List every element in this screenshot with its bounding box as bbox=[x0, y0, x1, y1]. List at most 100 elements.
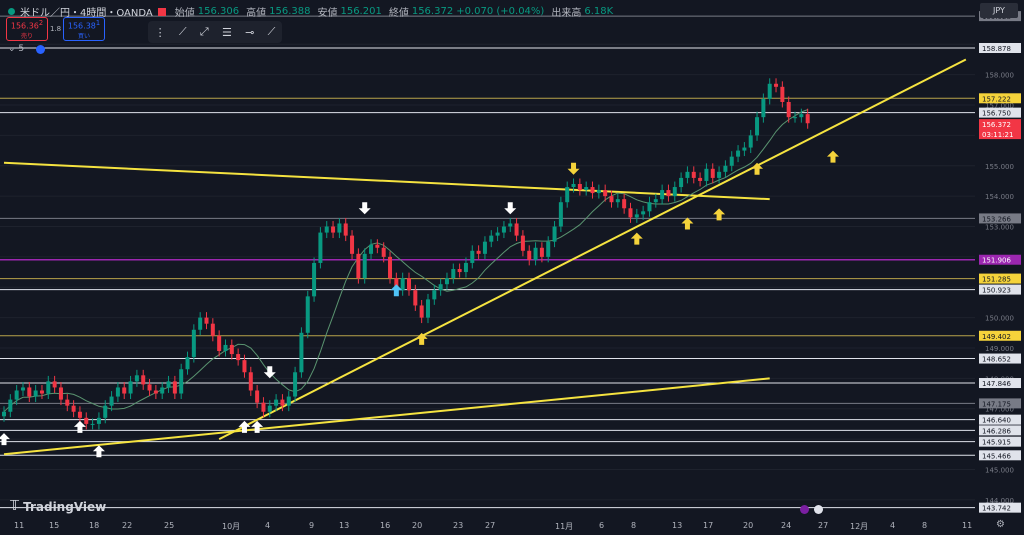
up-arrow-marker bbox=[681, 217, 694, 230]
candle-body bbox=[489, 235, 494, 242]
up-arrow-marker bbox=[92, 445, 105, 458]
level-price-label: 145.915 bbox=[982, 439, 1011, 447]
candles bbox=[2, 78, 810, 430]
level-price-label: 158.878 bbox=[982, 45, 1011, 53]
candle-body bbox=[261, 402, 266, 412]
buy-button[interactable]: 156.381 買い bbox=[63, 17, 105, 41]
up-arrow-marker bbox=[251, 420, 264, 433]
candle-body bbox=[324, 226, 329, 233]
event-flag-icon[interactable] bbox=[800, 505, 809, 514]
candle-body bbox=[362, 253, 367, 279]
time-tick-label: 16 bbox=[380, 521, 391, 530]
symbol-title[interactable]: 米ドル／円・4時間・OANDA bbox=[20, 8, 153, 19]
candle-body bbox=[590, 187, 595, 194]
low-label: 安値 bbox=[317, 8, 338, 19]
candle-body bbox=[717, 171, 722, 178]
candle-body bbox=[312, 262, 317, 297]
time-tick-label: 27 bbox=[485, 521, 496, 530]
candle-body bbox=[20, 387, 25, 391]
trendline bbox=[3, 377, 770, 456]
buy-price-sup: 1 bbox=[95, 19, 101, 27]
level-price-label: 146.286 bbox=[982, 427, 1011, 435]
close-value: 156.372 bbox=[411, 6, 454, 17]
parallel-channel-icon[interactable]: ☰ bbox=[222, 25, 232, 39]
level-price-box bbox=[979, 330, 1021, 341]
level-price-box bbox=[979, 425, 1021, 436]
level-price-box bbox=[979, 284, 1021, 295]
level-price-box bbox=[979, 398, 1021, 409]
down-arrow-marker bbox=[567, 162, 580, 175]
candle-body bbox=[495, 232, 500, 236]
candle-body bbox=[318, 232, 323, 263]
candle-body bbox=[141, 375, 146, 385]
level-price-label: 151.906 bbox=[982, 257, 1011, 265]
indicator-count: 5 bbox=[18, 44, 25, 54]
gear-icon[interactable]: ⚙ bbox=[996, 519, 1005, 530]
candle-body bbox=[255, 390, 260, 403]
level-price-box bbox=[979, 378, 1021, 389]
candle-body bbox=[58, 387, 63, 400]
trendline-tool-icon[interactable]: ⟋ bbox=[178, 25, 187, 38]
current-price-label: 156.372 bbox=[982, 121, 1011, 129]
up-arrow-marker bbox=[0, 433, 10, 446]
country-flag-icon[interactable] bbox=[814, 505, 823, 514]
level-price-box bbox=[979, 213, 1021, 224]
drawing-toolbar: ⋮ ⟋ ⤢ ☰ ⊸ ⟋ bbox=[148, 21, 282, 43]
level-price-box bbox=[979, 414, 1021, 425]
time-tick-label: 10月 bbox=[222, 522, 241, 531]
price-tick-label: 150.000 bbox=[985, 315, 1014, 323]
flag-icon bbox=[157, 7, 166, 16]
horizontal-ray-icon[interactable]: ⊸ bbox=[245, 25, 255, 39]
candle-body bbox=[122, 387, 127, 394]
level-price-label: 150.923 bbox=[982, 287, 1011, 295]
candle-body bbox=[444, 278, 449, 285]
candle-body bbox=[596, 190, 601, 194]
candle-body bbox=[755, 117, 760, 136]
level-price-box bbox=[979, 436, 1021, 447]
candle-body bbox=[647, 202, 652, 212]
sell-button[interactable]: 156.362 売り bbox=[6, 17, 48, 41]
candle-body bbox=[229, 344, 234, 355]
candle-body bbox=[39, 390, 44, 394]
candle-body bbox=[153, 390, 158, 394]
currency-selector[interactable]: JPY bbox=[980, 3, 1018, 18]
candle-body bbox=[615, 199, 620, 203]
candle-body bbox=[501, 226, 506, 233]
price-tick-label: 158.000 bbox=[985, 72, 1014, 80]
up-arrow-marker bbox=[390, 284, 403, 297]
current-price-box bbox=[979, 119, 1021, 140]
time-tick-label: 15 bbox=[49, 521, 60, 530]
time-tick-label: 20 bbox=[743, 521, 754, 530]
eye-icon[interactable] bbox=[36, 45, 45, 54]
drag-handle-icon[interactable]: ⋮ bbox=[154, 25, 166, 39]
indicator-toggle[interactable]: ⌄ 5 bbox=[8, 44, 25, 54]
candle-body bbox=[71, 405, 76, 412]
level-price-box bbox=[979, 254, 1021, 265]
volume-label: 出来高 bbox=[551, 8, 582, 19]
extended-line-icon[interactable]: ⟋ bbox=[267, 25, 276, 38]
candle-body bbox=[185, 357, 190, 370]
trendline bbox=[218, 58, 967, 440]
candle-body bbox=[248, 372, 253, 391]
candle-body bbox=[419, 305, 424, 318]
time-tick-label: 11 bbox=[962, 521, 973, 530]
candle-body bbox=[217, 335, 222, 352]
price-tick-label: 155.000 bbox=[985, 163, 1014, 171]
price-tick-label: 154.000 bbox=[985, 193, 1014, 201]
time-tick-label: 22 bbox=[122, 521, 133, 530]
trendlines[interactable] bbox=[3, 58, 967, 456]
candle-body bbox=[337, 223, 342, 233]
price-axis[interactable]: 158.000157.000156.000155.000154.000153.0… bbox=[975, 0, 1024, 535]
candle-body bbox=[704, 168, 709, 181]
low-value: 156.201 bbox=[340, 6, 382, 17]
candle-body bbox=[299, 332, 304, 373]
level-price-box bbox=[979, 273, 1021, 284]
up-arrow-marker bbox=[751, 162, 764, 175]
candle-body bbox=[799, 114, 804, 118]
level-price-box bbox=[979, 42, 1021, 53]
ray-tool-icon[interactable]: ⤢ bbox=[199, 25, 209, 38]
time-tick-label: 24 bbox=[781, 521, 792, 530]
up-arrow-marker bbox=[713, 208, 726, 221]
candle-body bbox=[8, 399, 13, 412]
